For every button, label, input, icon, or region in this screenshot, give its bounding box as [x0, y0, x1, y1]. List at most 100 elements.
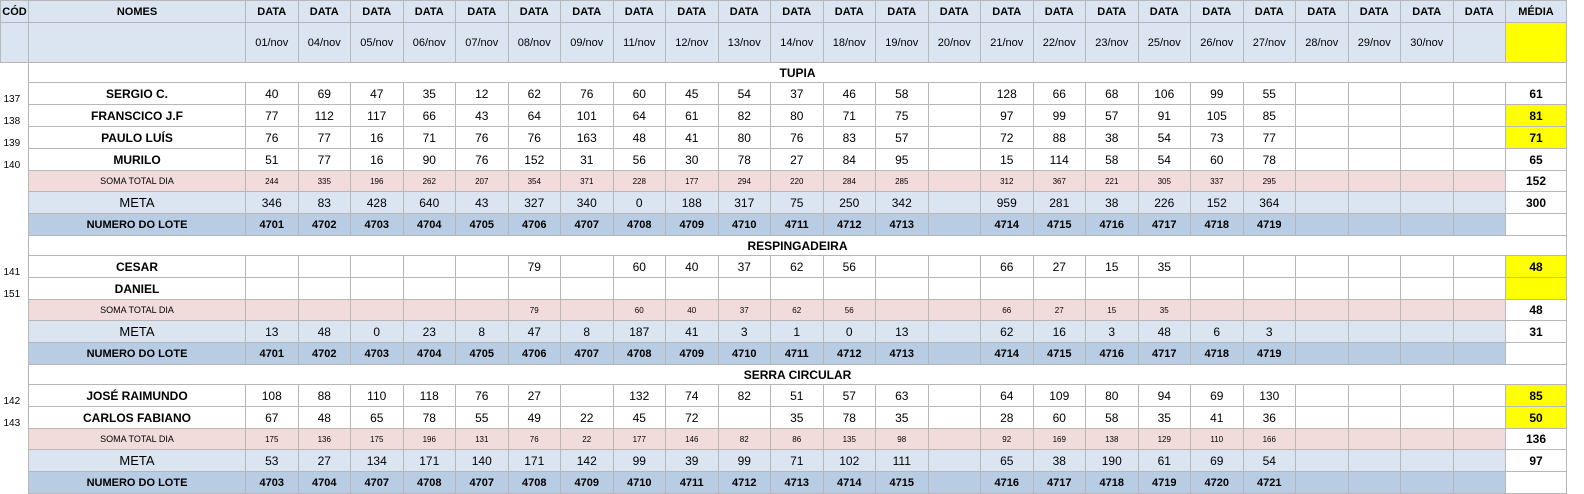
value-cell[interactable]: [1137, 277, 1191, 300]
meta-cell[interactable]: 959: [980, 191, 1034, 214]
meta-cell[interactable]: 83: [297, 191, 351, 214]
value-cell[interactable]: [980, 277, 1034, 300]
meta-cell[interactable]: [1347, 191, 1401, 214]
value-cell[interactable]: [665, 277, 719, 300]
header-data[interactable]: DATA: [1137, 0, 1191, 23]
date-cell[interactable]: 14/nov: [770, 22, 824, 63]
meta-cell[interactable]: 226: [1137, 191, 1191, 214]
value-cell[interactable]: 58: [875, 82, 929, 105]
lote-cell[interactable]: [1400, 213, 1454, 236]
value-cell[interactable]: 27: [507, 384, 561, 407]
soma-label[interactable]: SOMA TOTAL DIA: [28, 299, 246, 321]
meta-cell[interactable]: 281: [1032, 191, 1086, 214]
cod-blank[interactable]: [0, 471, 29, 494]
value-cell[interactable]: 71: [402, 126, 456, 149]
value-cell[interactable]: 40: [245, 82, 299, 105]
meta-cell[interactable]: 346: [245, 191, 299, 214]
soma-cell[interactable]: 166: [1242, 428, 1296, 450]
meta-cell[interactable]: 65: [980, 449, 1034, 472]
date-cell[interactable]: 06/nov: [402, 22, 456, 63]
meta-cell[interactable]: [1400, 191, 1454, 214]
value-cell[interactable]: 49: [507, 406, 561, 429]
value-cell[interactable]: 82: [717, 384, 771, 407]
lote-cell[interactable]: 4716: [1085, 342, 1139, 365]
header-cod-blank[interactable]: [0, 22, 29, 63]
date-cell[interactable]: 20/nov: [927, 22, 981, 63]
meta-cell[interactable]: 71: [770, 449, 824, 472]
value-cell[interactable]: [1242, 255, 1296, 278]
lote-label[interactable]: NUMERO DO LOTE: [28, 471, 246, 494]
value-cell[interactable]: 35: [1137, 406, 1191, 429]
employee-cod[interactable]: 143: [0, 406, 29, 429]
value-cell[interactable]: 91: [1137, 104, 1191, 127]
cod-blank[interactable]: [0, 320, 29, 343]
value-cell[interactable]: [1347, 255, 1401, 278]
meta-cell[interactable]: 134: [350, 449, 404, 472]
value-cell[interactable]: 80: [1085, 384, 1139, 407]
value-cell[interactable]: 132: [612, 384, 666, 407]
soma-cell[interactable]: 22: [560, 428, 614, 450]
value-cell[interactable]: [560, 384, 614, 407]
value-cell[interactable]: [1085, 277, 1139, 300]
soma-cell[interactable]: [1190, 299, 1244, 321]
soma-cell[interactable]: 82: [717, 428, 771, 450]
meta-cell[interactable]: 0: [350, 320, 404, 343]
value-cell[interactable]: [1400, 406, 1454, 429]
meta-average[interactable]: 300: [1505, 191, 1567, 214]
value-cell[interactable]: 54: [717, 82, 771, 105]
soma-cell[interactable]: 175: [350, 428, 404, 450]
date-cell[interactable]: 05/nov: [350, 22, 404, 63]
value-cell[interactable]: 75: [875, 104, 929, 127]
value-cell[interactable]: [717, 277, 771, 300]
meta-cell[interactable]: 142: [560, 449, 614, 472]
value-cell[interactable]: 76: [455, 148, 509, 171]
soma-cell[interactable]: 284: [822, 170, 876, 192]
value-cell[interactable]: [560, 255, 614, 278]
soma-cell[interactable]: [560, 299, 614, 321]
meta-cell[interactable]: 250: [822, 191, 876, 214]
value-cell[interactable]: 77: [297, 126, 351, 149]
soma-cell[interactable]: 136: [297, 428, 351, 450]
meta-cell[interactable]: 38: [1032, 449, 1086, 472]
meta-cell[interactable]: [1452, 191, 1506, 214]
lote-cell[interactable]: 4707: [560, 342, 614, 365]
soma-cell[interactable]: 131: [455, 428, 509, 450]
soma-cell[interactable]: [1347, 170, 1401, 192]
value-cell[interactable]: 66: [1032, 82, 1086, 105]
value-cell[interactable]: 31: [560, 148, 614, 171]
cod-blank[interactable]: [0, 428, 29, 450]
value-cell[interactable]: [1400, 255, 1454, 278]
value-cell[interactable]: 30: [665, 148, 719, 171]
soma-cell[interactable]: 146: [665, 428, 719, 450]
lote-cell[interactable]: 4712: [822, 342, 876, 365]
meta-cell[interactable]: 99: [612, 449, 666, 472]
value-cell[interactable]: 112: [297, 104, 351, 127]
soma-cell[interactable]: [245, 299, 299, 321]
value-cell[interactable]: [1452, 406, 1506, 429]
value-cell[interactable]: 22: [560, 406, 614, 429]
meta-cell[interactable]: 48: [297, 320, 351, 343]
value-cell[interactable]: 37: [770, 82, 824, 105]
lote-average[interactable]: [1505, 471, 1567, 494]
value-cell[interactable]: 78: [402, 406, 456, 429]
employee-name[interactable]: FRANSCICO J.F: [28, 104, 246, 127]
soma-cell[interactable]: 354: [507, 170, 561, 192]
cod-blank[interactable]: [0, 364, 29, 385]
meta-cell[interactable]: 47: [507, 320, 561, 343]
soma-cell[interactable]: 228: [612, 170, 666, 192]
value-cell[interactable]: [927, 148, 981, 171]
value-cell[interactable]: 80: [717, 126, 771, 149]
soma-cell[interactable]: 196: [402, 428, 456, 450]
cod-blank[interactable]: [0, 342, 29, 365]
header-data[interactable]: DATA: [822, 0, 876, 23]
lote-cell[interactable]: 4702: [297, 342, 351, 365]
soma-cell[interactable]: 262: [402, 170, 456, 192]
meta-cell[interactable]: 190: [1085, 449, 1139, 472]
value-cell[interactable]: 152: [507, 148, 561, 171]
employee-cod[interactable]: 142: [0, 384, 29, 407]
value-cell[interactable]: 60: [1032, 406, 1086, 429]
meta-cell[interactable]: 0: [612, 191, 666, 214]
meta-cell[interactable]: [1295, 320, 1349, 343]
soma-cell[interactable]: 177: [612, 428, 666, 450]
value-cell[interactable]: 110: [350, 384, 404, 407]
